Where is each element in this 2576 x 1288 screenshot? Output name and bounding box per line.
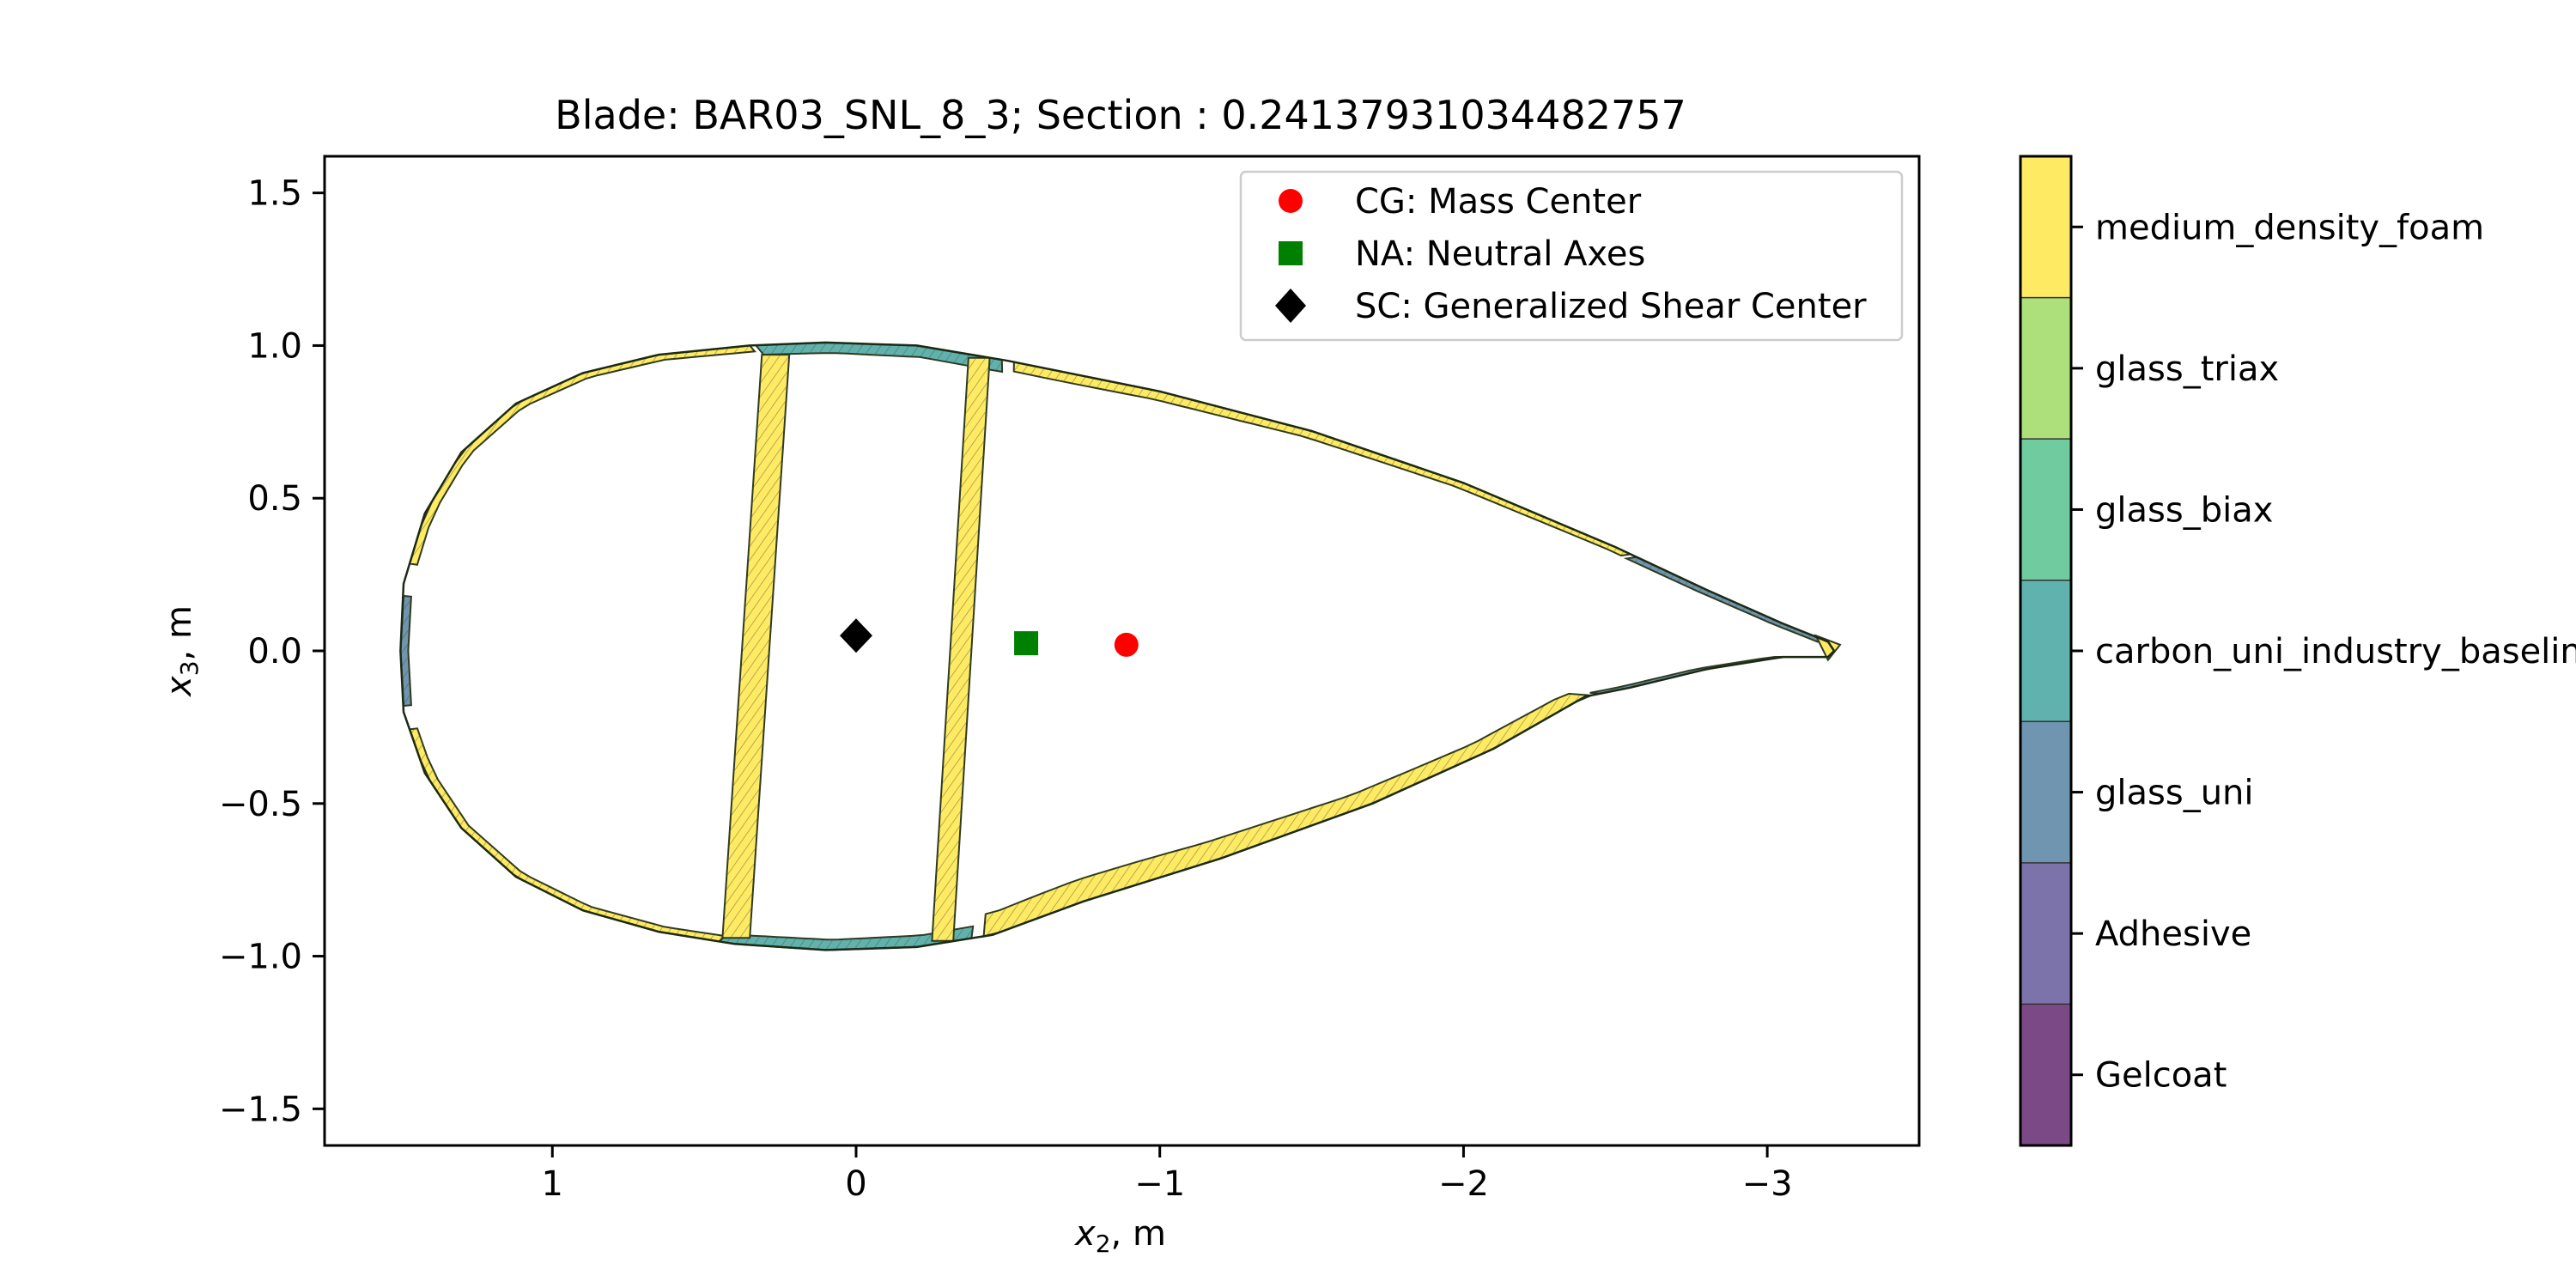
legend-marker-sc xyxy=(1275,289,1306,323)
x-axis-label: x2, m xyxy=(1073,1214,1166,1258)
colorbar-tick-label: Gelcoat xyxy=(2095,1056,2227,1096)
legend: CG: Mass Center NA: Neutral Axes SC: Gen… xyxy=(1239,170,1904,342)
y-tick-label: 1.0 xyxy=(247,326,302,366)
y-axis-label: x3, m xyxy=(160,605,204,698)
x-tick-label: −3 xyxy=(1742,1164,1793,1204)
skin-upper-trailing-mesh xyxy=(1013,361,1631,556)
colorbar-segment-glass_uni xyxy=(2020,721,2071,863)
y-tick-label: −1.5 xyxy=(219,1090,302,1129)
spar-cap-lower-mesh xyxy=(719,926,974,951)
colorbar-tick-label: carbon_uni_industry_baseline xyxy=(2095,632,2576,671)
colorbar-segment-Adhesive xyxy=(2020,862,2071,1005)
colorbar-segment-glass_biax xyxy=(2020,439,2071,580)
legend-marker-na xyxy=(1279,241,1303,265)
skin-lower-leading-mesh xyxy=(410,728,726,942)
outline-upper xyxy=(399,341,1836,652)
x-tick-label: 1 xyxy=(542,1164,563,1204)
colorbar-segment-glass_triax xyxy=(2020,297,2071,440)
y-tick-label: −1.0 xyxy=(219,938,302,977)
plot-area xyxy=(399,341,1842,951)
x-tick-label: −1 xyxy=(1134,1164,1185,1204)
colorbar-segment-Gelcoat xyxy=(2020,1004,2071,1145)
legend-label-cg: CG: Mass Center xyxy=(1355,182,1642,222)
chart-title: Blade: BAR03_SNL_8_3; Section : 0.241379… xyxy=(555,92,1686,138)
sc-point xyxy=(840,618,872,653)
y-tick-label: 0.0 xyxy=(247,632,302,671)
colorbar-tick-label: medium_density_foam xyxy=(2095,208,2484,247)
skin-lower-trailing-mesh xyxy=(983,693,1591,937)
shear-web-1-mesh xyxy=(722,355,790,939)
colorbar-segment-medium_density_foam xyxy=(2020,156,2071,298)
colorbar-segment-carbon_uni_industry_baseline xyxy=(2020,580,2071,722)
legend-box xyxy=(1239,170,1904,342)
legend-label-na: NA: Neutral Axes xyxy=(1355,234,1645,274)
colorbar: Gelcoat Adhesive glass_uni carbon_uni_indus… xyxy=(2019,155,2576,1147)
colorbar-tick-label: glass_biax xyxy=(2095,490,2273,530)
legend-label-sc: SC: Generalized Shear Center xyxy=(1355,287,1867,326)
x-tick-label: −2 xyxy=(1438,1164,1489,1204)
shear-web-2-mesh xyxy=(932,357,990,941)
na-point xyxy=(1014,631,1039,656)
y-axis: 1.5 1.0 0.5 0.0 −0.5 −1.0 −1.5 xyxy=(219,174,325,1129)
y-tick-label: −0.5 xyxy=(219,785,302,824)
y-tick-label: 0.5 xyxy=(247,479,302,519)
x-axis: 1 0 −1 −2 −3 xyxy=(542,1145,1793,1204)
outline-lower xyxy=(399,650,1835,951)
leading-edge-reinforcement-mesh xyxy=(400,596,411,706)
colorbar-tick-label: glass_uni xyxy=(2095,774,2254,813)
x-tick-label: 0 xyxy=(845,1164,866,1204)
colorbar-tick-label: Adhesive xyxy=(2095,914,2251,954)
colorbar-tick-label: glass_triax xyxy=(2095,349,2279,389)
cg-point xyxy=(1114,632,1139,657)
y-tick-label: 1.5 xyxy=(247,174,302,214)
colorbar-frame xyxy=(2019,155,2073,1147)
legend-marker-cg xyxy=(1279,189,1303,213)
